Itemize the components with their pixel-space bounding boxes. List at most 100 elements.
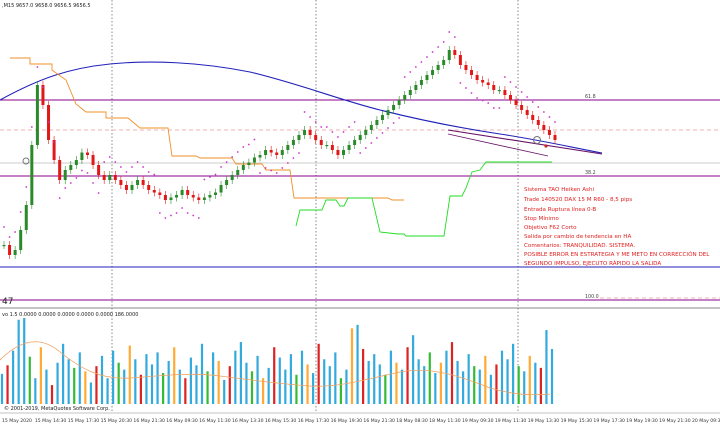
candle (514, 96, 518, 109)
candle (280, 146, 284, 159)
time-axis-label: 18 May 11:30 (429, 418, 461, 424)
time-axis-label: 19 May 09:30 (462, 418, 494, 424)
sar-dot (181, 207, 184, 209)
candle (136, 176, 140, 189)
volume-bar (217, 361, 220, 404)
time-axis-label: 16 May 13:30 (232, 418, 264, 424)
time-axis-label: 18 May 08:30 (396, 418, 428, 424)
sar-dot (348, 126, 350, 128)
candle (119, 176, 123, 189)
candle (397, 96, 401, 109)
volume-bar (50, 385, 54, 404)
volume-bar (534, 362, 537, 404)
sar-dot (442, 41, 445, 43)
candle (41, 81, 45, 109)
candle (97, 161, 101, 179)
annotation-line: Salida por cambio de tendencia en HA (524, 234, 631, 240)
copyright: © 2001-2019, MetaQuotes Software Corp. (4, 405, 110, 412)
candle (419, 76, 423, 89)
volume-bar (178, 369, 181, 404)
sar-dot (97, 192, 100, 194)
time-axis-label: 20 May 09:30 (692, 418, 720, 424)
sar-dot (131, 166, 133, 168)
sar-dot (275, 172, 278, 174)
volume-average-line (0, 341, 551, 396)
annotation-line: Comentarios: TRANQUILIDAD. SISTEMA. (524, 243, 635, 249)
sar-dot (309, 116, 312, 118)
sar-dot (242, 146, 245, 148)
fib-label-61: 61.8 (585, 94, 596, 100)
time-axis-label: 19 May 17:30 (593, 418, 625, 424)
volume-bar (189, 357, 192, 404)
time-axis-label: 19 May 13:30 (528, 418, 560, 424)
annotation-line: Sistema TAO Heiken Ashi (524, 187, 594, 193)
candle (347, 141, 351, 154)
candle (375, 116, 379, 129)
time-axis-label: 15 May 20:30 (101, 418, 133, 424)
sar-dot (554, 121, 556, 123)
candle (208, 191, 212, 202)
candle (314, 131, 318, 144)
candle (497, 86, 501, 94)
sar-dot (453, 36, 456, 38)
sar-dot (364, 147, 367, 149)
candle (364, 126, 368, 139)
volume-bar (256, 355, 259, 404)
candle (180, 186, 184, 199)
sar-dot (81, 169, 83, 172)
candle (147, 181, 151, 194)
volume-bar (73, 367, 76, 404)
sar-dot (92, 182, 94, 184)
volume-bar (250, 371, 254, 404)
candle (124, 181, 128, 194)
candle (13, 246, 17, 259)
sar-dot (247, 143, 250, 146)
left-price-label: 47 (2, 297, 13, 307)
sar-dot (53, 141, 55, 143)
candle (503, 86, 507, 99)
candle (408, 86, 412, 99)
volume-bar (395, 362, 398, 404)
sar-dot (331, 131, 334, 133)
sar-dot (19, 211, 22, 213)
volume-bar (306, 364, 309, 404)
volume-bar (34, 378, 37, 404)
sar-dot (58, 197, 61, 199)
sar-dot (119, 166, 122, 168)
sar-dot (108, 156, 111, 158)
sar-dot (526, 96, 529, 98)
volume-bar (539, 367, 542, 404)
volume-bar (317, 343, 320, 404)
volume-bar (378, 364, 381, 404)
candle (425, 71, 429, 84)
volume-bar (545, 330, 548, 404)
volume-bar (239, 342, 242, 404)
volume-bar (328, 366, 331, 404)
volume-bar (428, 352, 431, 404)
candle (30, 141, 34, 209)
sar-dot (437, 46, 440, 48)
volume-bar (367, 361, 370, 404)
candle (152, 186, 156, 197)
time-axis-label: 16 May 21:30 (363, 418, 395, 424)
sar-dot (8, 236, 11, 238)
volume-bar (123, 369, 126, 404)
candle (297, 131, 301, 144)
candle (80, 148, 84, 164)
sar-dot (170, 214, 172, 217)
volume-bar (517, 366, 520, 404)
sar-dot (3, 226, 5, 228)
volume-bar (228, 366, 231, 404)
candle (264, 146, 268, 159)
annotation-line: Stop Mínimo (524, 215, 559, 222)
sar-dot (531, 101, 534, 103)
candle (303, 126, 307, 139)
period-separators (111, 0, 519, 412)
volume-bar (95, 366, 98, 404)
moving-average-line (0, 61, 603, 154)
sar-dot (147, 171, 150, 173)
volume-bar (262, 378, 265, 404)
time-axis: 15 May 2020 15 May 14:30 15 May 17:30 15 Ma… (2, 418, 720, 424)
